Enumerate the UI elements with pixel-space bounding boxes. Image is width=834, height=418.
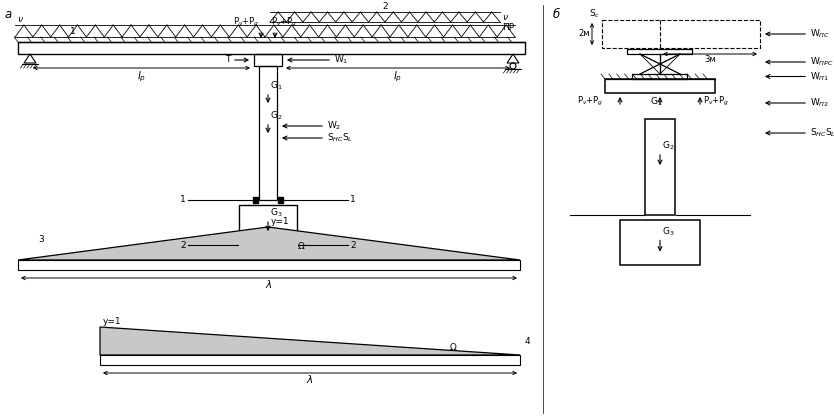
- Text: y=1: y=1: [271, 217, 289, 226]
- Text: S$_{НС}$S$_L$: S$_{НС}$S$_L$: [327, 132, 353, 144]
- Text: S$_c$: S$_c$: [589, 8, 600, 20]
- Text: W$_{ПС}$: W$_{ПС}$: [810, 28, 830, 40]
- Bar: [602, 20, 760, 48]
- Text: λ: λ: [307, 375, 313, 385]
- Text: G$_3$: G$_3$: [270, 206, 283, 219]
- Text: W$_1$: W$_1$: [334, 54, 349, 66]
- Bar: [18, 260, 520, 270]
- Text: G$_1$: G$_1$: [650, 95, 662, 107]
- Text: 1: 1: [70, 26, 76, 36]
- Bar: [100, 355, 520, 365]
- Text: G$_2$: G$_2$: [662, 140, 675, 152]
- Text: λ: λ: [266, 280, 272, 290]
- Text: 2: 2: [180, 240, 186, 250]
- Text: ν: ν: [17, 15, 22, 24]
- Bar: [18, 42, 525, 54]
- Bar: [254, 54, 282, 66]
- Text: W$_{П2}$: W$_{П2}$: [810, 97, 829, 109]
- Text: 1: 1: [350, 196, 356, 204]
- Text: 2: 2: [350, 240, 355, 250]
- Text: ПР: ПР: [502, 23, 514, 32]
- Text: 2: 2: [382, 2, 388, 11]
- Bar: [233, 242, 238, 248]
- Text: W$_{ПРС}$: W$_{ПРС}$: [810, 56, 834, 68]
- Bar: [620, 220, 700, 265]
- Bar: [253, 197, 258, 203]
- Text: G$_3$: G$_3$: [662, 225, 675, 237]
- Text: W$_2$: W$_2$: [327, 120, 341, 132]
- Text: W$_{П1}$: W$_{П1}$: [810, 70, 829, 83]
- Text: G$_2$: G$_2$: [270, 110, 283, 122]
- Bar: [239, 205, 297, 243]
- Text: P$_ν$+P$_g$: P$_ν$+P$_g$: [271, 16, 297, 29]
- Text: S$_{НС}$S$_L$: S$_{НС}$S$_L$: [810, 127, 834, 139]
- Bar: [259, 66, 277, 200]
- Text: 3м: 3м: [704, 55, 716, 64]
- Text: Ω: Ω: [298, 242, 304, 251]
- Bar: [645, 119, 675, 215]
- Text: 1: 1: [180, 196, 186, 204]
- Text: y=1: y=1: [103, 317, 122, 326]
- Polygon shape: [18, 227, 520, 260]
- Text: $l_р$: $l_р$: [393, 70, 402, 84]
- Text: а: а: [5, 8, 13, 21]
- Bar: [605, 79, 715, 93]
- Text: $l_р$: $l_р$: [138, 70, 147, 84]
- Text: 3: 3: [38, 235, 43, 244]
- Text: T: T: [224, 56, 230, 64]
- Text: Ω: Ω: [450, 343, 457, 352]
- Bar: [278, 197, 283, 203]
- Bar: [632, 74, 687, 79]
- Text: ν: ν: [502, 13, 507, 22]
- Text: 2м: 2м: [579, 30, 590, 38]
- Text: P$_ν$+P$_g$: P$_ν$+P$_g$: [576, 95, 603, 108]
- Text: 4: 4: [525, 336, 530, 346]
- Bar: [298, 242, 303, 248]
- Text: P$_ν$+P$_g$: P$_ν$+P$_g$: [703, 95, 729, 108]
- Text: G$_1$: G$_1$: [270, 79, 283, 92]
- Polygon shape: [100, 327, 520, 355]
- Text: P$_ν$+P$_g$: P$_ν$+P$_g$: [233, 16, 259, 29]
- Text: б: б: [553, 8, 560, 21]
- Bar: [627, 49, 692, 54]
